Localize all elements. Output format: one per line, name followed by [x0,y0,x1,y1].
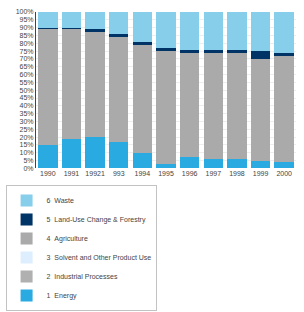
svg-text:5%: 5% [23,157,33,164]
svg-text:1997: 1997 [205,170,221,177]
svg-text:1990: 1990 [40,170,56,177]
svg-text:5 Land-Use Change & Forestry: 5 Land-Use Change & Forestry [47,216,146,224]
svg-text:19921: 19921 [85,170,105,177]
svg-text:100%: 100% [16,8,34,15]
svg-text:65%: 65% [20,63,34,70]
svg-text:70%: 70% [20,55,34,62]
svg-text:75%: 75% [20,48,34,55]
svg-text:80%: 80% [20,40,34,47]
svg-text:4 Agriculture: 4 Agriculture [47,235,88,243]
svg-text:2000: 2000 [276,170,292,177]
svg-text:1998: 1998 [229,170,245,177]
svg-text:993: 993 [113,170,125,177]
svg-text:1996: 1996 [182,170,198,177]
svg-text:55%: 55% [20,79,34,86]
svg-text:90%: 90% [20,24,34,31]
svg-text:45%: 45% [20,94,34,101]
svg-text:1994: 1994 [135,170,151,177]
svg-text:2 Industrial Processes: 2 Industrial Processes [47,273,118,280]
svg-text:25%: 25% [20,126,34,133]
svg-text:0%: 0% [23,165,33,172]
svg-text:1999: 1999 [253,170,269,177]
svg-text:35%: 35% [20,110,34,117]
svg-text:60%: 60% [20,71,34,78]
svg-text:1 Energy: 1 Energy [47,292,77,300]
svg-text:10%: 10% [20,149,34,156]
svg-text:30%: 30% [20,118,34,125]
svg-text:6 Waste: 6 Waste [47,197,74,204]
svg-text:20%: 20% [20,134,34,141]
svg-text:1991: 1991 [64,170,80,177]
svg-text:15%: 15% [20,141,34,148]
svg-text:50%: 50% [20,87,34,94]
svg-text:40%: 40% [20,102,34,109]
svg-text:1995: 1995 [158,170,174,177]
svg-text:3 Solvent and Other Product U: 3 Solvent and Other Product Use [47,254,152,261]
svg-text:85%: 85% [20,32,34,39]
svg-text:95%: 95% [20,16,34,23]
